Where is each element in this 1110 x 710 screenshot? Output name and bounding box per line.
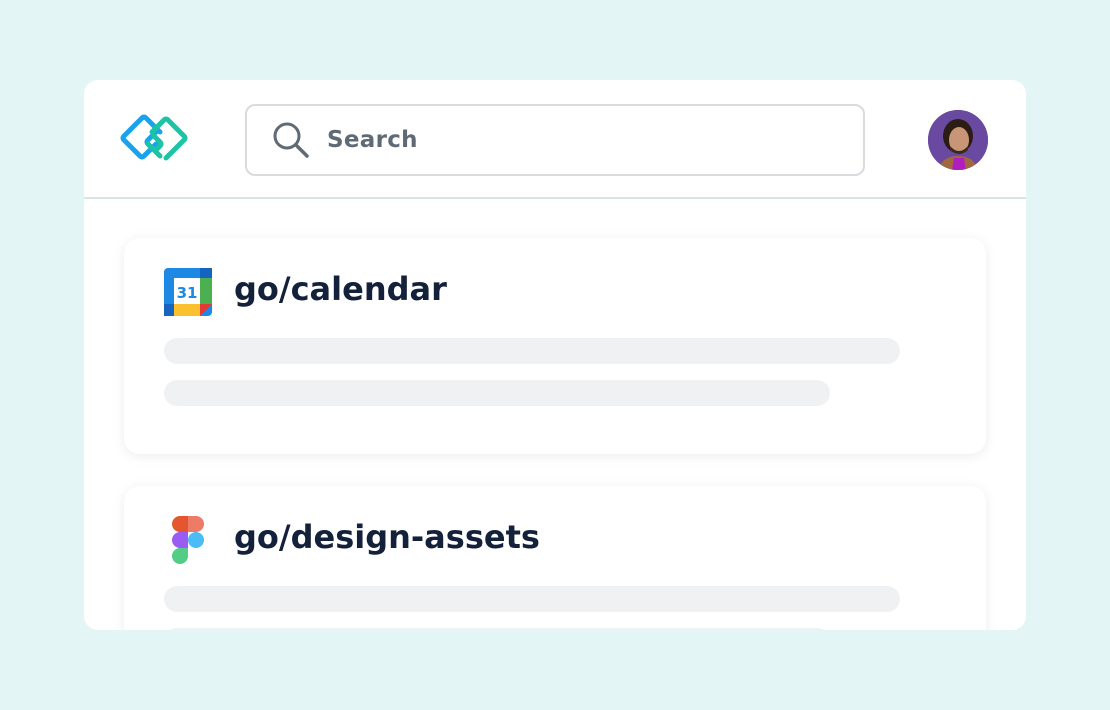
placeholder-line	[164, 380, 830, 406]
search-icon	[273, 122, 309, 158]
placeholder-line	[164, 628, 830, 630]
link-card-design-assets[interactable]: go/design-assets	[124, 486, 986, 630]
figma-icon	[172, 516, 204, 564]
link-card-calendar[interactable]: 31 go/calendar	[124, 238, 986, 454]
link-title[interactable]: go/calendar	[234, 270, 447, 308]
avatar[interactable]	[928, 110, 988, 170]
header: Search	[84, 80, 1026, 199]
app-window: Search 31 go/calendar	[84, 80, 1026, 630]
search-input[interactable]: Search	[245, 104, 865, 176]
google-calendar-icon: 31	[164, 268, 212, 316]
search-placeholder: Search	[327, 127, 418, 153]
logo-icon[interactable]	[120, 112, 190, 164]
user-photo	[928, 110, 988, 170]
link-title[interactable]: go/design-assets	[234, 518, 540, 556]
placeholder-line	[164, 338, 900, 364]
placeholder-line	[164, 586, 900, 612]
calendar-date: 31	[177, 284, 198, 302]
